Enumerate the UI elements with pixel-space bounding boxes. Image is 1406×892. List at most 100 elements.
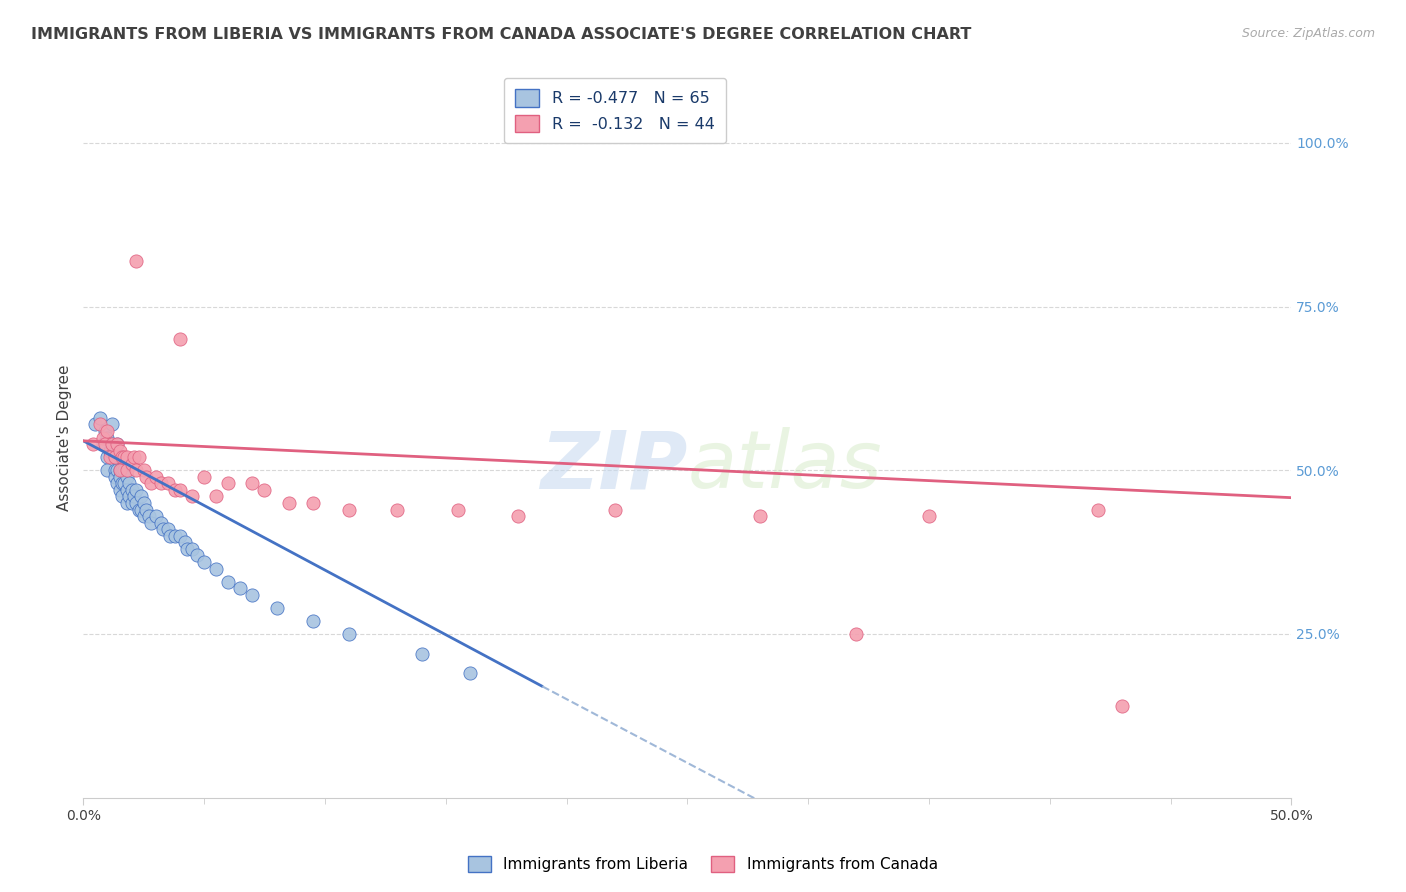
Point [173,535,195,549]
Point [337,502,360,516]
Point [266,600,288,615]
Legend: Immigrants from Liberia, Immigrants from Canada: Immigrants from Liberia, Immigrants from… [461,848,945,880]
Point [122,450,145,465]
Point [115,496,138,510]
Point [108,463,131,477]
Point [96,431,118,445]
Point [181,490,204,504]
Point [125,463,148,477]
Point [125,253,148,268]
Point [82,437,104,451]
Point [129,490,152,504]
Point [94,437,117,451]
Point [111,450,134,465]
Point [112,476,135,491]
Point [121,483,143,497]
Point [115,470,138,484]
Point [104,470,127,484]
Text: Source: ZipAtlas.com: Source: ZipAtlas.com [1241,27,1375,40]
Point [165,483,187,497]
Point [277,496,299,510]
Point [169,483,191,497]
Point [112,463,135,477]
Y-axis label: Associate's Degree: Associate's Degree [58,364,72,511]
Text: atlas: atlas [688,427,882,506]
Point [193,555,215,569]
Point [104,463,127,477]
Point [149,476,172,491]
Point [169,332,191,346]
Point [139,476,162,491]
Point [105,437,128,451]
Point [111,450,134,465]
Point [217,574,239,589]
Point [108,450,131,465]
Point [253,483,276,497]
Point [104,450,127,465]
Point [101,437,124,451]
Point [98,450,121,465]
Point [111,476,134,491]
Point [748,509,770,524]
Point [229,581,252,595]
Point [94,424,117,438]
Point [128,502,150,516]
Point [125,496,148,510]
Point [135,502,157,516]
Point [91,431,114,445]
Point [105,476,128,491]
Point [101,417,124,432]
Point [152,522,174,536]
Point [96,424,118,438]
Legend: R = -0.477   N = 65, R =  -0.132   N = 44: R = -0.477 N = 65, R = -0.132 N = 44 [503,78,725,144]
Point [105,437,128,451]
Point [1087,502,1109,516]
Point [91,437,114,451]
Point [411,647,433,661]
Point [108,463,131,477]
Point [89,417,111,432]
Point [165,529,187,543]
Point [84,417,107,432]
Point [186,549,208,563]
Point [145,470,167,484]
Point [1111,698,1133,713]
Point [115,450,138,465]
Point [242,476,264,491]
Point [301,496,323,510]
Point [125,483,148,497]
Point [115,463,138,477]
Text: IMMIGRANTS FROM LIBERIA VS IMMIGRANTS FROM CANADA ASSOCIATE'S DEGREE CORRELATION: IMMIGRANTS FROM LIBERIA VS IMMIGRANTS FR… [31,27,972,42]
Point [918,509,941,524]
Point [111,490,134,504]
Point [108,470,131,484]
Text: ZIP: ZIP [540,427,688,506]
Point [301,614,323,628]
Point [193,470,215,484]
Point [108,443,131,458]
Point [169,529,191,543]
Point [387,502,409,516]
Point [115,483,138,497]
Point [242,588,264,602]
Point [176,541,198,556]
Point [139,516,162,530]
Point [101,437,124,451]
Point [122,490,145,504]
Point [108,483,131,497]
Point [149,516,172,530]
Point [89,411,111,425]
Point [145,509,167,524]
Point [138,509,160,524]
Point [447,502,470,516]
Point [96,463,118,477]
Point [132,509,155,524]
Point [98,443,121,458]
Point [458,666,481,681]
Point [135,470,157,484]
Point [337,627,360,641]
Point [121,457,143,471]
Point [217,476,239,491]
Point [508,509,530,524]
Point [181,541,204,556]
